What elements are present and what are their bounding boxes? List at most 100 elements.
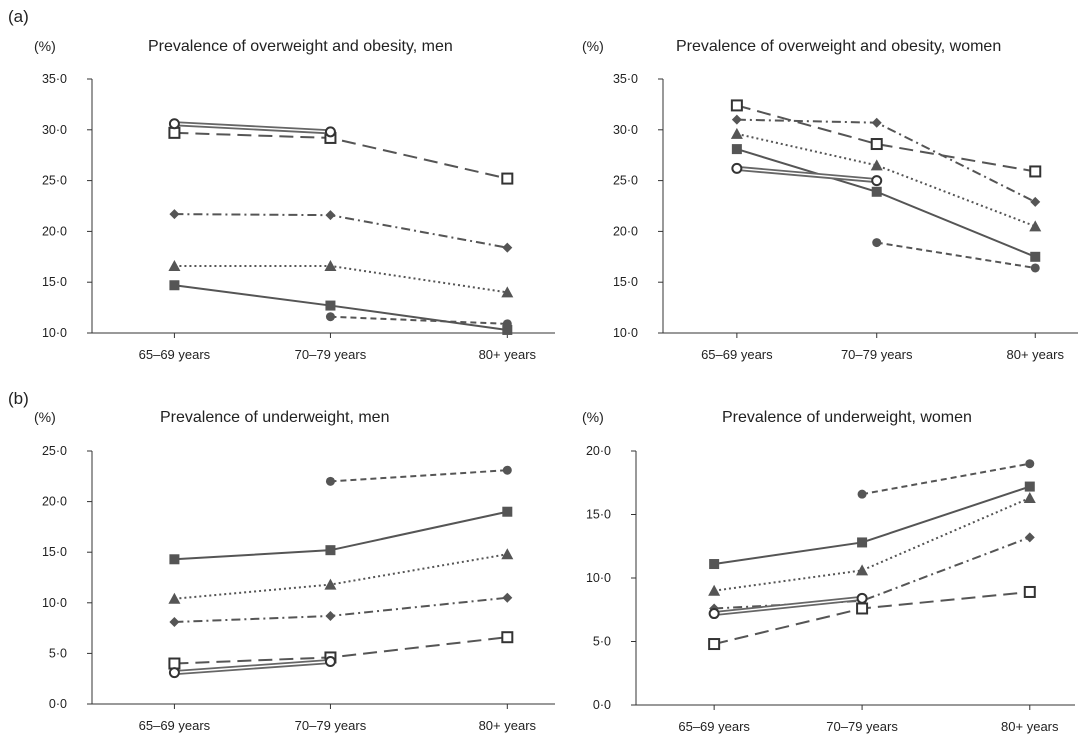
- data-point-square: [857, 537, 868, 548]
- y-tick-label: 20·0: [42, 224, 67, 238]
- y-tick-label: 25·0: [613, 174, 638, 188]
- data-point-square: [1024, 481, 1035, 492]
- data-point-circle: [325, 312, 335, 322]
- x-tick-label: 65–69 years: [701, 347, 773, 362]
- data-point-triangle: [168, 259, 181, 271]
- y-tick-label: 30·0: [613, 123, 638, 137]
- x-tick-label: 65–69 years: [678, 719, 750, 734]
- x-tick-label: 80+ years: [479, 718, 537, 733]
- data-point-triangle: [168, 592, 181, 604]
- data-point-diamond: [502, 592, 513, 603]
- y-tick-label: 0·0: [593, 698, 611, 712]
- series-triangle: [168, 548, 514, 604]
- data-point-square: [502, 324, 513, 335]
- series-line: [330, 469, 508, 483]
- series-circle-open: [731, 162, 883, 187]
- data-point-triangle: [324, 578, 337, 590]
- data-point-square: [325, 545, 336, 556]
- y-tick-label: 30·0: [42, 123, 67, 137]
- data-point-circle: [1025, 459, 1035, 469]
- data-point-open-square: [1029, 165, 1042, 178]
- series-line: [713, 590, 1030, 646]
- data-point-open-circle: [871, 175, 883, 187]
- data-point-triangle: [1029, 220, 1042, 232]
- x-tick-label: 70–79 years: [295, 718, 367, 733]
- series-triangle: [730, 127, 1042, 232]
- x-tick-label: 80+ years: [1001, 719, 1059, 734]
- series-line: [736, 104, 1036, 173]
- data-point-diamond: [871, 117, 882, 128]
- data-point-diamond: [1024, 532, 1035, 543]
- data-point-triangle: [1023, 491, 1036, 503]
- y-tick-label: 20·0: [42, 495, 67, 509]
- x-tick-label: 70–79 years: [841, 347, 913, 362]
- y-tick-label: 20·0: [613, 224, 638, 238]
- data-point-open-square: [870, 138, 883, 151]
- data-point-diamond: [169, 209, 180, 220]
- data-point-square: [169, 280, 180, 291]
- y-unit-label: (%): [34, 38, 56, 54]
- data-point-circle: [1030, 263, 1040, 273]
- series-square-filled: [169, 280, 513, 335]
- data-point-diamond: [169, 617, 180, 628]
- data-point-circle: [325, 476, 335, 486]
- series-line-inner: [174, 123, 331, 133]
- data-point-diamond: [1030, 196, 1041, 207]
- data-point-triangle: [870, 159, 883, 171]
- series-circle-filled: [325, 465, 512, 486]
- y-unit-label: (%): [582, 409, 604, 425]
- series-line: [861, 462, 1030, 496]
- y-tick-label: 15·0: [42, 275, 67, 289]
- y-tick-label: 15·0: [613, 275, 638, 289]
- data-point-open-square: [501, 631, 514, 644]
- series-line: [714, 497, 1031, 592]
- data-point-diamond: [325, 210, 336, 221]
- chart-title: Prevalence of overweight and obesity, me…: [148, 38, 453, 55]
- series-line-inner: [714, 597, 863, 615]
- data-point-open-square: [730, 99, 743, 112]
- series-line: [736, 118, 1036, 203]
- data-point-square: [871, 186, 882, 197]
- data-point-open-square: [1023, 585, 1036, 598]
- series-line: [714, 536, 1031, 610]
- y-tick-label: 15·0: [586, 508, 611, 522]
- data-point-square: [502, 506, 513, 517]
- panel-label-a: (a): [8, 7, 29, 26]
- y-unit-label: (%): [34, 409, 56, 425]
- y-tick-label: 10·0: [586, 571, 611, 585]
- series-triangle: [168, 259, 514, 298]
- data-point-square: [1030, 251, 1041, 262]
- data-point-triangle: [730, 127, 743, 139]
- data-point-square: [709, 559, 720, 570]
- series-line: [174, 596, 508, 624]
- x-tick-label: 65–69 years: [139, 347, 211, 362]
- y-tick-label: 35·0: [613, 72, 638, 86]
- series-circle-open: [708, 592, 868, 620]
- chart-underweight-women: (%) Prevalence of underweight, women 0·0…: [582, 409, 1075, 734]
- series-line: [174, 284, 508, 331]
- data-point-square: [731, 144, 742, 155]
- series-circle-open: [168, 118, 336, 138]
- series-square-open: [168, 631, 514, 670]
- y-tick-label: 10·0: [42, 596, 67, 610]
- data-point-open-square: [168, 657, 181, 670]
- data-point-open-circle: [731, 162, 743, 174]
- series-line: [174, 213, 508, 249]
- series-line: [174, 131, 508, 180]
- y-tick-label: 25·0: [42, 174, 67, 188]
- y-unit-label: (%): [582, 38, 604, 54]
- data-point-open-square: [708, 638, 721, 651]
- data-point-triangle: [501, 548, 514, 560]
- series-square-filled: [731, 144, 1041, 262]
- series-line: [174, 264, 508, 294]
- data-point-triangle: [708, 584, 721, 596]
- x-tick-label: 70–79 years: [826, 719, 898, 734]
- series-square-open: [730, 99, 1042, 178]
- data-point-triangle: [324, 259, 337, 271]
- series-diamond: [731, 114, 1041, 207]
- data-point-diamond: [502, 242, 513, 253]
- data-point-open-square: [501, 172, 514, 185]
- series-diamond: [169, 209, 513, 253]
- data-point-square: [325, 300, 336, 311]
- chart-title: Prevalence of underweight, women: [722, 409, 972, 426]
